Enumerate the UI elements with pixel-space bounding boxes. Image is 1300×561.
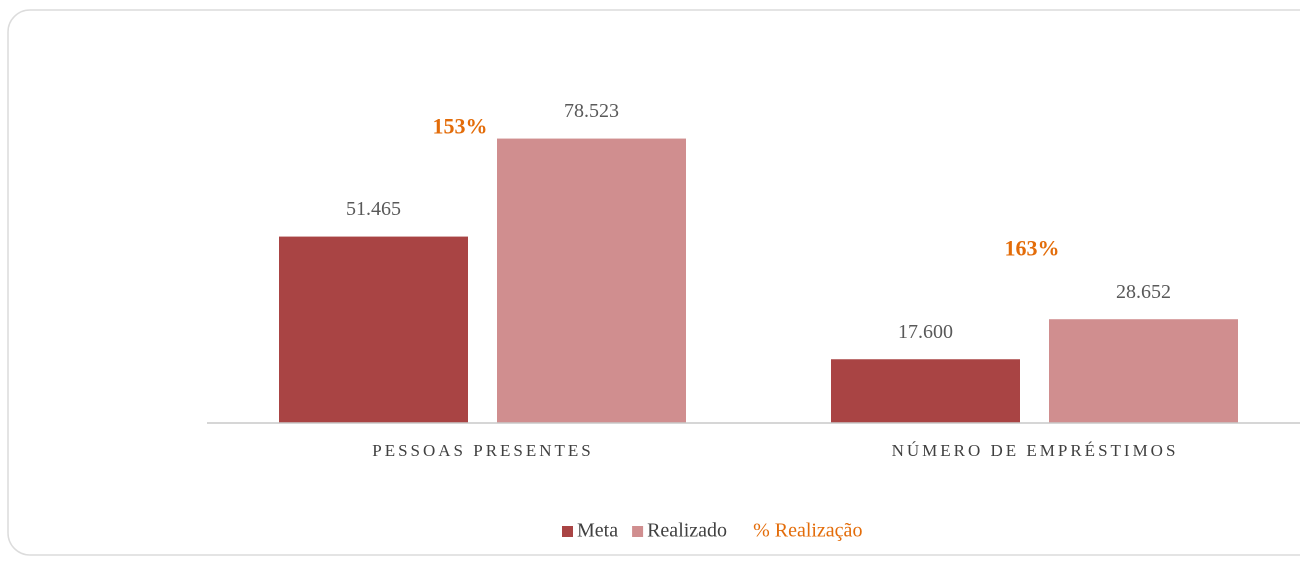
percent-label: 153% — [433, 114, 488, 139]
data-label: 17.600 — [898, 321, 953, 343]
legend-swatch — [632, 526, 644, 537]
x-tick-label: NÚMERO DE EMPRÉSTIMOS — [892, 441, 1179, 460]
percent-label: 163% — [1005, 235, 1060, 260]
legend-label: % Realização — [753, 520, 862, 542]
data-label: 78.523 — [564, 100, 619, 122]
bar — [831, 359, 1020, 423]
legend-label: Meta — [577, 520, 618, 542]
data-label: 28.652 — [1116, 281, 1171, 303]
legend-label: Realizado — [647, 520, 727, 542]
bar — [497, 138, 686, 423]
legend-swatch — [562, 526, 573, 537]
bar — [279, 236, 468, 423]
bar — [1049, 319, 1238, 423]
x-tick-label: PESSOAS PRESENTES — [372, 441, 594, 460]
data-label: 51.465 — [346, 198, 401, 220]
